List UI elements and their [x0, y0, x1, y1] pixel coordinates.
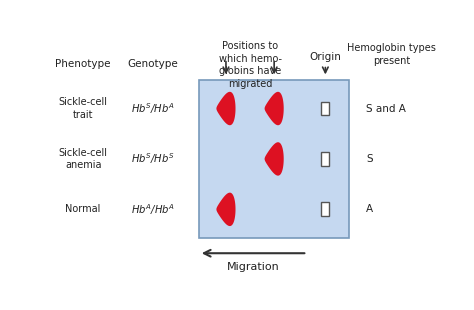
- Text: $Hb^A$/$Hb^A$: $Hb^A$/$Hb^A$: [131, 202, 175, 217]
- Polygon shape: [264, 142, 284, 176]
- Text: Origin: Origin: [310, 52, 341, 62]
- Text: S and A: S and A: [366, 104, 406, 113]
- Text: S: S: [366, 154, 373, 164]
- Text: Hemoglobin types
present: Hemoglobin types present: [347, 43, 436, 66]
- Polygon shape: [217, 92, 236, 125]
- Text: Sickle-cell
trait: Sickle-cell trait: [59, 97, 108, 120]
- Text: Normal: Normal: [65, 204, 101, 214]
- Polygon shape: [264, 92, 284, 125]
- Text: Sickle-cell
anemia: Sickle-cell anemia: [59, 148, 108, 170]
- Text: Phenotype: Phenotype: [55, 59, 111, 69]
- Text: $Hb^S$/$Hb^S$: $Hb^S$/$Hb^S$: [131, 152, 175, 166]
- Text: Migration: Migration: [227, 262, 280, 272]
- Bar: [321, 102, 329, 115]
- Text: A: A: [366, 204, 373, 214]
- Text: $Hb^S$/$Hb^A$: $Hb^S$/$Hb^A$: [131, 101, 175, 116]
- Text: Positions to
which hemo-
globins have
migrated: Positions to which hemo- globins have mi…: [219, 41, 282, 89]
- Bar: [321, 152, 329, 166]
- Bar: [321, 202, 329, 216]
- Text: Genotype: Genotype: [128, 59, 178, 69]
- Bar: [199, 80, 349, 238]
- Polygon shape: [217, 193, 236, 226]
